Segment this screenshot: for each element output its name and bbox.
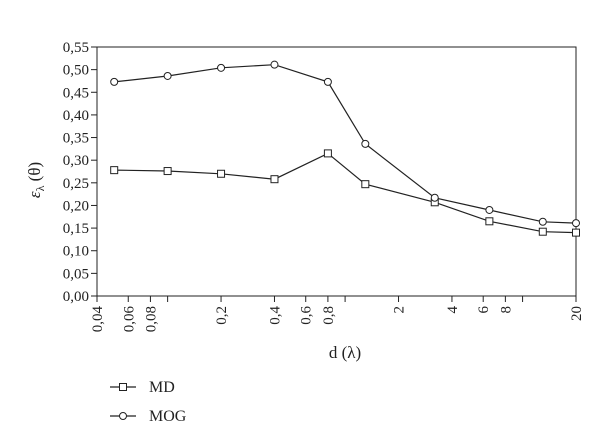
series-line-md [114, 152, 577, 234]
data-point-md [538, 227, 547, 236]
data-point-mog [270, 60, 279, 69]
y-axis-title-sub: λ [33, 185, 47, 191]
x-tick-label: 0,2 [214, 306, 230, 325]
y-tick-label: 0,15 [63, 221, 89, 237]
y-tick-label: 0,30 [63, 153, 89, 169]
y-tick-label: 0,10 [63, 244, 89, 260]
y-axis-title: ελ (θ) [25, 162, 47, 198]
x-tick-label: 0,08 [143, 306, 159, 332]
y-tick-label: 0,45 [63, 85, 89, 101]
data-point-mog [572, 219, 580, 228]
series-line-mog [114, 64, 577, 224]
legend-item-md: MD [110, 379, 175, 396]
x-tick-label: 4 [445, 306, 461, 314]
data-point-md [361, 180, 370, 189]
x-tick-label: 8 [498, 306, 514, 314]
data-point-mog [538, 217, 547, 226]
data-point-mog [361, 139, 370, 148]
x-tick-label: 6 [476, 306, 492, 314]
legend: MD MOG [110, 379, 187, 425]
data-point-md [217, 169, 226, 178]
y-tick-label: 0,05 [63, 266, 89, 282]
y-axis-title-main: ε [25, 191, 44, 198]
x-tick-label: 0,8 [321, 306, 337, 325]
x-tick-label: 0,06 [121, 306, 137, 333]
legend-label-mog: MOG [149, 408, 187, 425]
y-axis-title-rest: (θ) [25, 162, 44, 186]
data-point-mog [217, 63, 226, 72]
data-point-md [110, 166, 119, 175]
data-point-md [323, 149, 332, 158]
data-point-md [163, 167, 172, 176]
y-tick-label: 0,00 [63, 289, 89, 305]
data-point-mog [163, 71, 172, 80]
legend-marker-mog [119, 412, 127, 420]
x-tick-label: 2 [392, 306, 408, 314]
data-point-md [572, 228, 580, 237]
data-point-mog [110, 77, 119, 86]
y-tick-label: 0,35 [63, 131, 89, 147]
y-tick-label: 0,25 [63, 176, 89, 192]
x-tick-label: 0,04 [90, 306, 106, 333]
data-point-md [270, 175, 279, 184]
y-tick-label: 0,50 [63, 63, 89, 79]
y-tick-label: 0,55 [63, 40, 89, 56]
data-point-md [485, 217, 494, 226]
svg-text:ελ (θ): ελ (θ) [25, 162, 47, 198]
data-point-mog [485, 205, 494, 214]
legend-item-mog: MOG [110, 408, 187, 425]
y-tick-label: 0,20 [63, 198, 89, 214]
x-axis-title: d (λ) [329, 343, 361, 362]
x-tick-label: 0,6 [299, 306, 315, 325]
x-tick-label: 20 [569, 306, 585, 321]
legend-label-md: MD [149, 379, 175, 396]
legend-marker-md [119, 383, 127, 391]
plot-area-frame [96, 46, 577, 297]
x-tick-label: 0,4 [267, 306, 283, 325]
y-tick-label: 0,40 [63, 108, 89, 124]
data-point-mog [430, 193, 439, 202]
data-point-mog [323, 77, 332, 86]
